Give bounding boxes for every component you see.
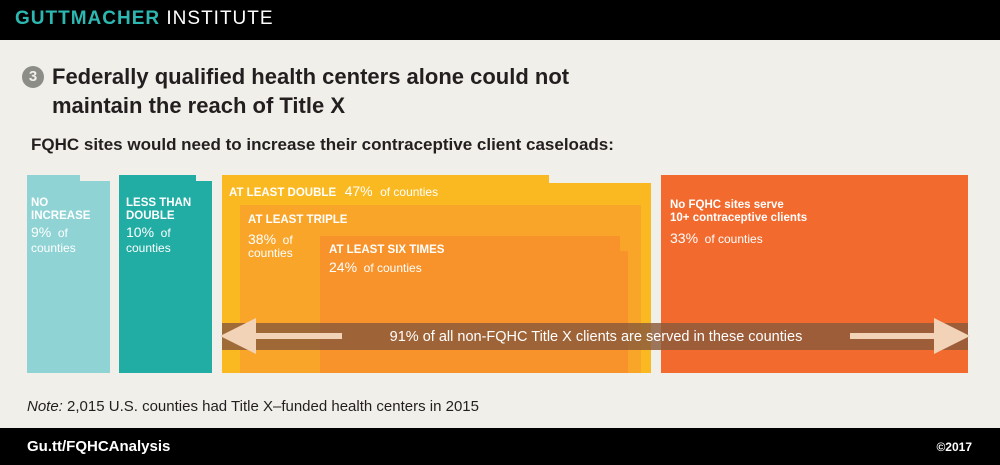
footer-bar: Gu.tt/FQHCAnalysis ©2017 [0,428,1000,465]
value-less-than-double-unit-2: counties [126,241,171,255]
label-no-increase-line-1: NO [31,197,48,209]
figure-note: Note: 2,015 U.S. counties had Title X–fu… [27,398,479,415]
label-at-least-double: AT LEAST DOUBLE [229,187,336,199]
label-less-than-double-line-2: DOUBLE [126,210,175,222]
brand-name-bold: GUTTMACHER [15,8,161,29]
bar-at-least-six [320,236,628,373]
label-at-least-double-row: AT LEAST DOUBLE 47% of counties [229,183,438,200]
figure-title-line-2: maintain the reach of Title X [52,93,345,118]
label-at-least-triple: AT LEAST TRIPLE [248,214,348,226]
footer-copyright: ©2017 [936,440,972,454]
value-no-increase: 9% [31,224,51,240]
value-at-least-triple-unit-1: of [283,233,294,247]
brand-name-light: INSTITUTE [166,8,274,29]
footer-link[interactable]: Gu.tt/FQHCAnalysis [27,438,171,455]
figure-title: Federally qualified health centers alone… [52,62,569,120]
value-at-least-double: 47% [345,183,373,199]
figure-number-badge: 3 [22,66,44,88]
value-at-least-triple-unit-2: counties [248,246,293,260]
value-at-least-six: 24% [329,259,357,275]
header-bar: GUTTMACHER INSTITUTE [0,0,1000,40]
bar-less-than-double [119,175,212,373]
value-at-least-triple: 38% [248,231,276,247]
label-at-least-six: AT LEAST SIX TIMES [329,244,445,256]
value-no-fqhc-unit: of counties [705,232,763,246]
annotation-text: 91% of all non-FQHC Title X clients are … [390,329,803,345]
value-at-least-triple-row: 38% of [248,231,293,247]
value-at-least-six-unit: of counties [364,261,422,275]
value-less-than-double: 10% [126,224,154,240]
brand-logo: GUTTMACHER INSTITUTE [15,8,274,30]
value-no-increase-unit-1: of [58,226,69,240]
label-less-than-double-line-1: LESS THAN [126,197,191,209]
value-no-fqhc-row: 33% of counties [670,230,763,246]
value-less-than-double-unit-1: of [161,226,172,240]
value-no-increase-row: 9% of [31,224,69,240]
annotation-band [222,323,968,350]
note-text: 2,015 U.S. counties had Title X–funded h… [67,398,479,415]
value-at-least-six-row: 24% of counties [329,259,422,275]
value-less-than-double-row: 10% of [126,224,171,240]
figure-subtitle: FQHC sites would need to increase their … [31,135,614,154]
value-no-increase-unit-2: counties [31,241,76,255]
label-no-fqhc-line-2: 10+ contraceptive clients [670,212,807,224]
label-no-increase-line-2: INCREASE [31,210,91,222]
note-label: Note: [27,398,63,415]
figure-title-line-1: Federally qualified health centers alone… [52,64,570,89]
value-no-fqhc: 33% [670,230,698,246]
bar-no-increase [27,175,110,373]
value-at-least-double-unit: of counties [380,185,438,199]
label-no-fqhc-line-1: No FQHC sites serve [670,199,784,211]
